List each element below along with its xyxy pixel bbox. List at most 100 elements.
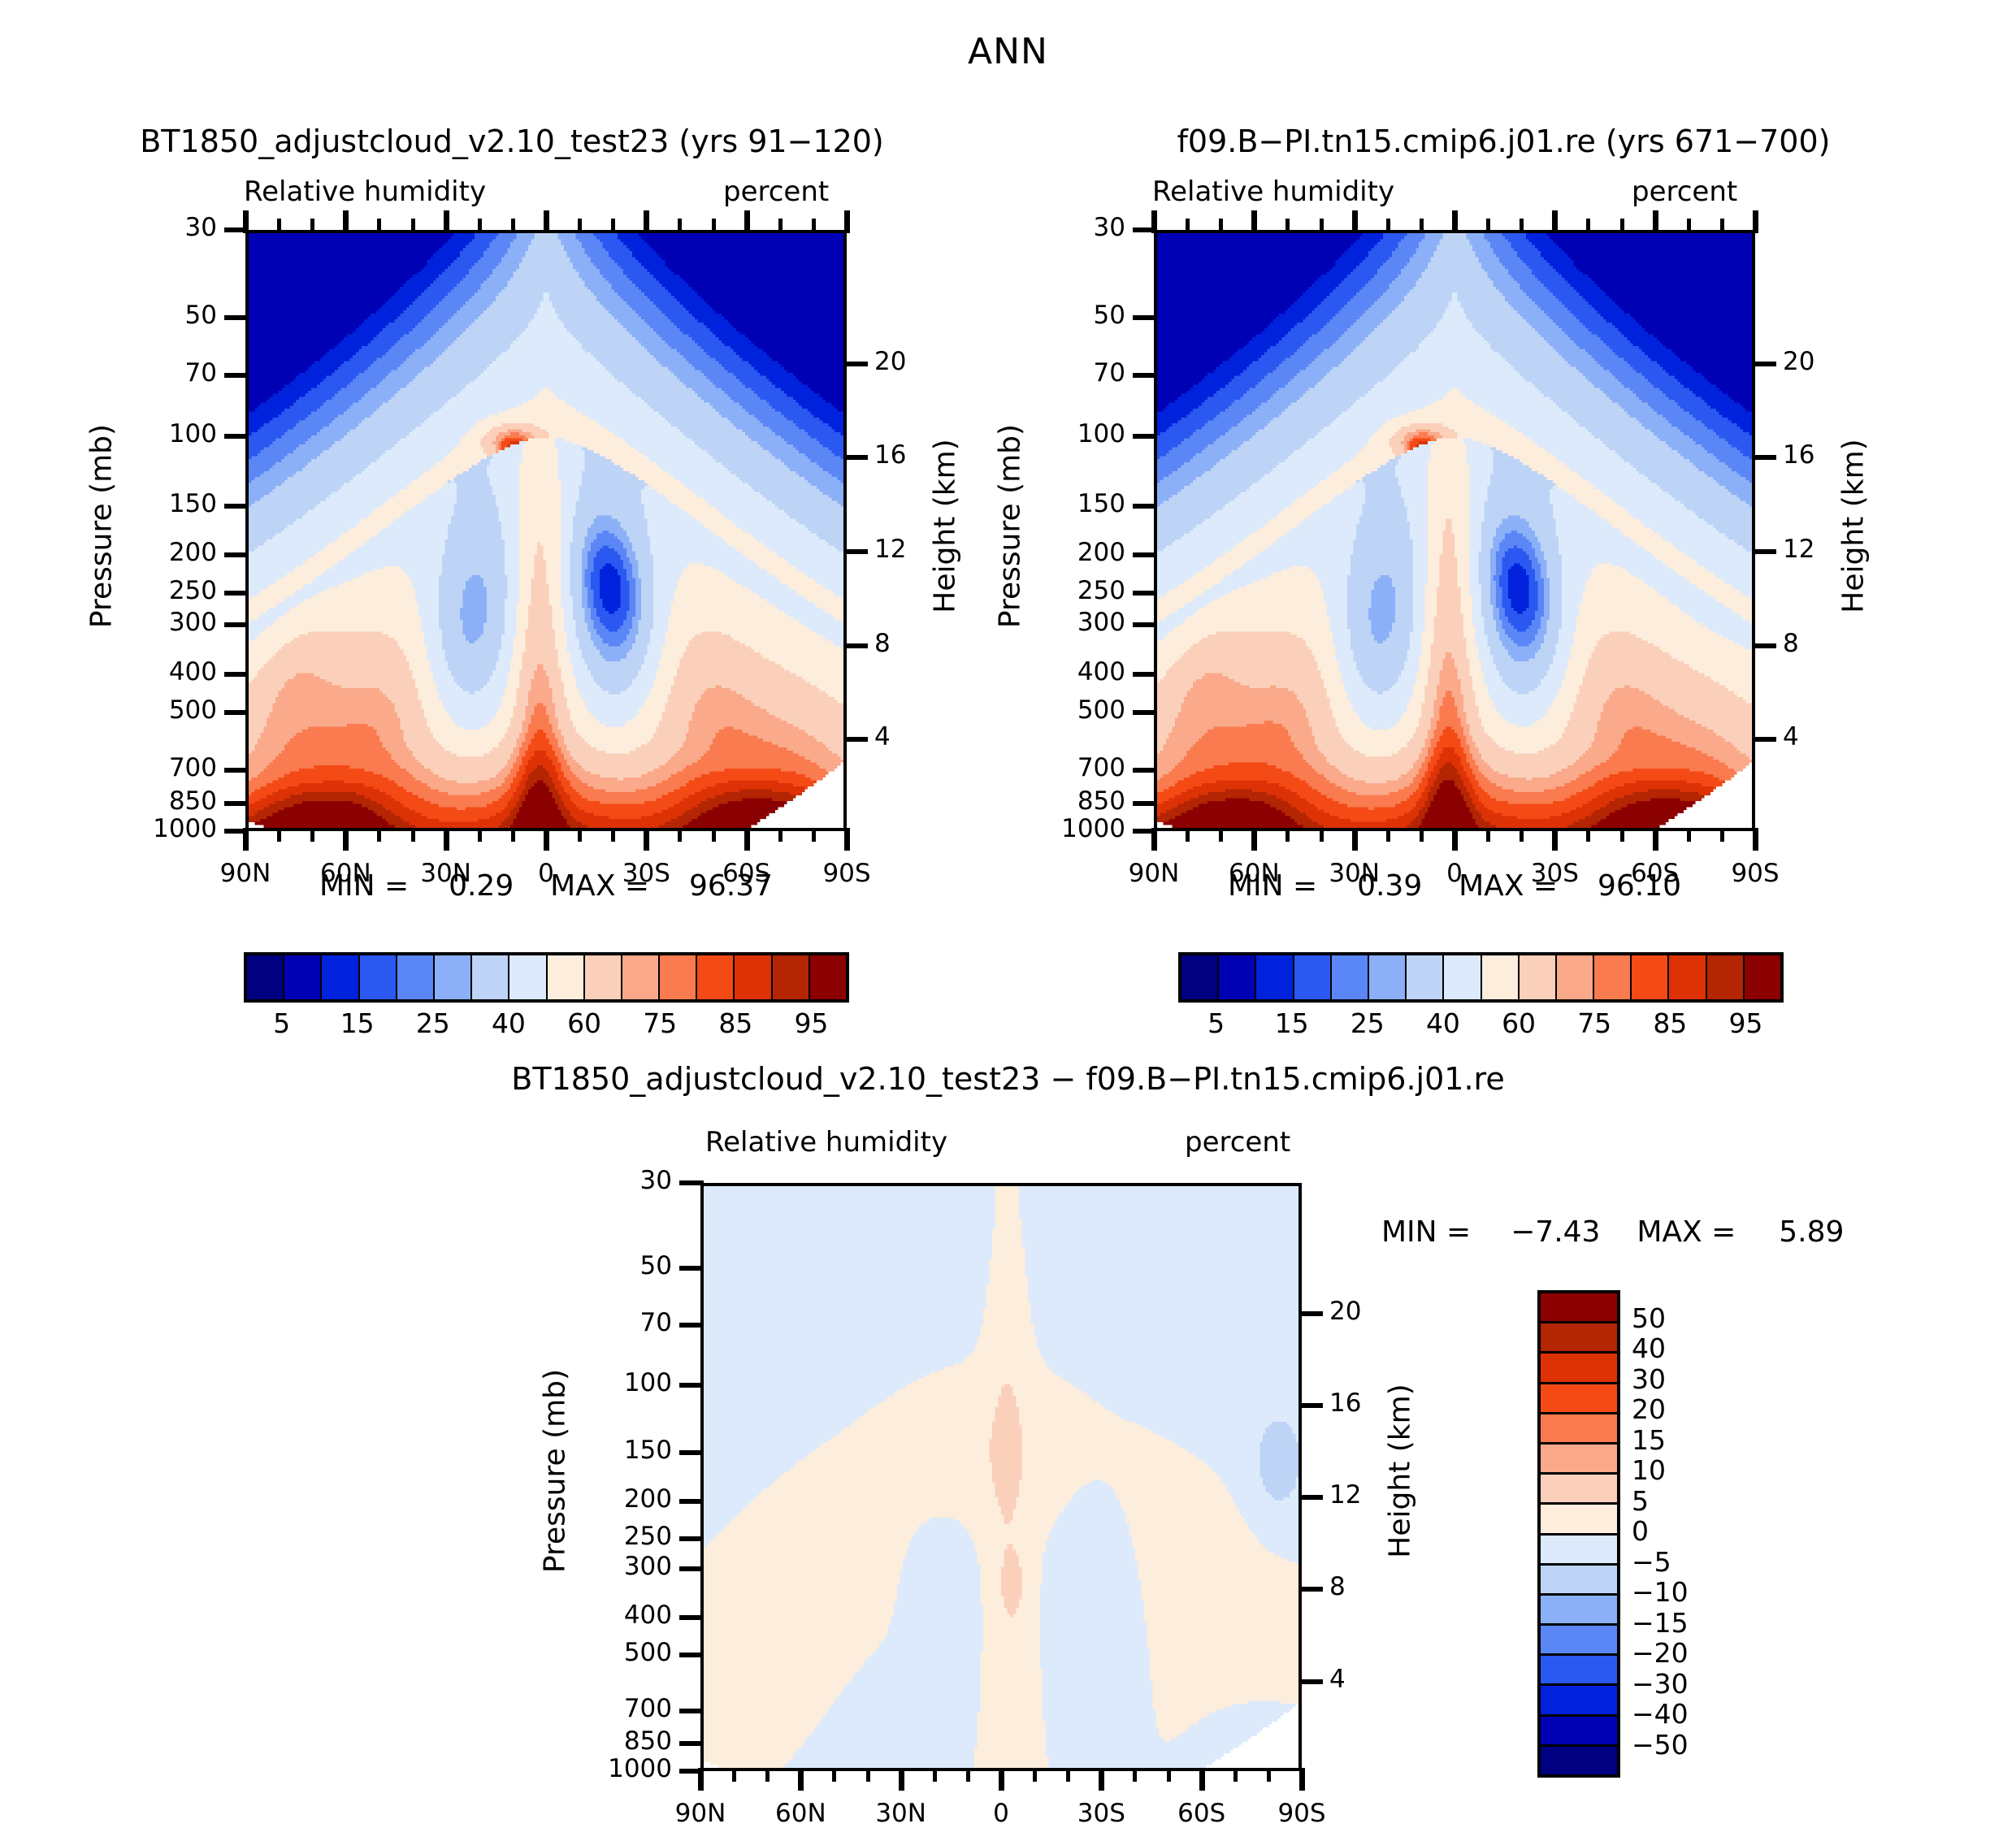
pressure-tick-label: 150 <box>168 488 217 518</box>
height-tick-label: 12 <box>1783 534 1815 564</box>
pressure-tick <box>224 709 249 715</box>
colorbar-band <box>697 955 735 999</box>
height-tick <box>843 548 868 554</box>
pressure-tick <box>1133 800 1157 806</box>
height-tick <box>1298 1403 1323 1409</box>
pressure-tick <box>1133 671 1157 677</box>
colorbar-band <box>1407 955 1445 999</box>
pressure-tick <box>679 1566 704 1572</box>
latitude-top-tick <box>510 219 515 233</box>
pressure-tick <box>224 591 249 596</box>
latitude-top-tick <box>1419 219 1424 233</box>
colorbar-band <box>1541 1323 1617 1354</box>
pressure-tick-label: 300 <box>1077 607 1125 637</box>
height-tick-label: 16 <box>1329 1388 1362 1419</box>
latitude-minor-tick <box>865 1768 870 1782</box>
latitude-minor-tick <box>1486 828 1491 842</box>
latitude-minor-tick <box>678 828 683 842</box>
pressure-tick-label: 700 <box>623 1694 672 1724</box>
pressure-tick <box>1133 709 1157 715</box>
latitude-minor-tick <box>1285 828 1290 842</box>
latitude-minor-tick <box>611 828 616 842</box>
pressure-tick-label: 1000 <box>1061 814 1125 843</box>
latitude-tick-label: 60N <box>320 859 371 888</box>
latitude-top-tick <box>644 210 650 233</box>
height-tick <box>1298 1495 1323 1501</box>
colorbar-top-left[interactable] <box>244 952 849 1003</box>
pressure-tick <box>679 1322 704 1328</box>
latitude-minor-tick <box>1719 828 1724 842</box>
height-tick-label: 4 <box>1783 722 1799 752</box>
colorbar-top-right[interactable] <box>1178 952 1784 1003</box>
height-tick-label: 8 <box>1783 628 1799 658</box>
colorbar-band <box>509 955 548 999</box>
colorbar-band <box>1556 955 1595 999</box>
pressure-tick-label: 200 <box>1077 538 1125 568</box>
latitude-top-tick <box>1520 219 1524 233</box>
contour-plot-bottom-diff[interactable] <box>700 1183 1302 1771</box>
colorbar-tick-label: 15 <box>340 1007 375 1039</box>
colorbar-band <box>1541 1444 1617 1475</box>
latitude-tick-label: 90S <box>1731 859 1780 888</box>
pressure-tick <box>679 1769 704 1774</box>
latitude-top-tick <box>1686 219 1691 233</box>
latitude-top-tick <box>1219 219 1224 233</box>
pressure-tick-label: 50 <box>184 300 217 330</box>
height-tick-label: 16 <box>874 440 907 470</box>
pressure-tick-label: 50 <box>1093 300 1125 330</box>
pressure-tick <box>1133 552 1157 558</box>
panel-title-top-left: BT1850_adjustcloud_v2.10_test23 (yrs 91−… <box>140 123 884 159</box>
panel-units-top-left: percent <box>723 175 830 208</box>
colorbar-band <box>247 955 285 999</box>
colorbar-difference[interactable] <box>1537 1290 1620 1778</box>
colorbar-band <box>772 955 810 999</box>
latitude-tick-label: 30S <box>622 859 670 888</box>
latitude-tick <box>1251 828 1258 851</box>
colorbar-tick-label: −30 <box>1632 1667 1689 1700</box>
pressure-tick-label: 30 <box>1093 213 1125 242</box>
latitude-tick <box>1552 828 1559 851</box>
latitude-tick-label: 90N <box>674 1799 726 1828</box>
colorbar-tick-label: 5 <box>1632 1484 1649 1517</box>
colorbar-band <box>284 955 323 999</box>
pressure-tick <box>224 671 249 677</box>
colorbar-tick-label: 15 <box>1632 1423 1666 1456</box>
latitude-minor-tick <box>578 828 583 842</box>
colorbar-band <box>1519 955 1557 999</box>
latitude-tick-label: 0 <box>1446 859 1463 888</box>
latitude-top-tick <box>1151 210 1157 233</box>
pressure-tick-label: 70 <box>184 357 217 388</box>
latitude-minor-tick <box>1219 828 1224 842</box>
colorbar-band <box>1368 955 1407 999</box>
latitude-minor-tick <box>778 828 783 842</box>
panel-title-top-right: f09.B−PI.tn15.cmip6.j01.re (yrs 671−700) <box>1177 123 1831 159</box>
colorbar-tick-label: 60 <box>567 1007 602 1039</box>
height-tick-label: 8 <box>874 628 891 658</box>
latitude-minor-tick <box>1033 1768 1038 1782</box>
contour-plot-top-right[interactable] <box>1154 230 1755 831</box>
panel-units-top-right: percent <box>1632 175 1738 208</box>
colorbar-band <box>622 955 661 999</box>
latitude-top-tick <box>678 219 683 233</box>
colorbar-tick-label: 75 <box>1577 1007 1612 1039</box>
latitude-top-tick <box>1652 210 1658 233</box>
height-tick-label: 20 <box>1783 346 1815 376</box>
contour-plot-top-left[interactable] <box>245 230 847 831</box>
colorbar-tick-label: 40 <box>1425 1007 1460 1039</box>
latitude-minor-tick <box>811 828 816 842</box>
latitude-top-tick <box>1619 219 1624 233</box>
figure-main-title: ANN <box>968 31 1048 72</box>
latitude-tick <box>999 1768 1004 1791</box>
pressure-tick <box>679 1382 704 1388</box>
colorbar-tick-label: 25 <box>1350 1007 1385 1039</box>
latitude-tick <box>1753 828 1758 851</box>
pressure-tick-label: 850 <box>168 786 217 816</box>
latitude-tick-label: 60N <box>775 1799 826 1828</box>
colorbar-band <box>1744 955 1780 999</box>
colorbar-band <box>1669 955 1707 999</box>
pressure-tick-label: 300 <box>168 607 217 637</box>
pressure-tick-label: 700 <box>1077 752 1125 782</box>
latitude-top-tick <box>744 210 750 233</box>
pressure-tick-label: 500 <box>1077 695 1125 725</box>
colorbar-band <box>1444 955 1482 999</box>
